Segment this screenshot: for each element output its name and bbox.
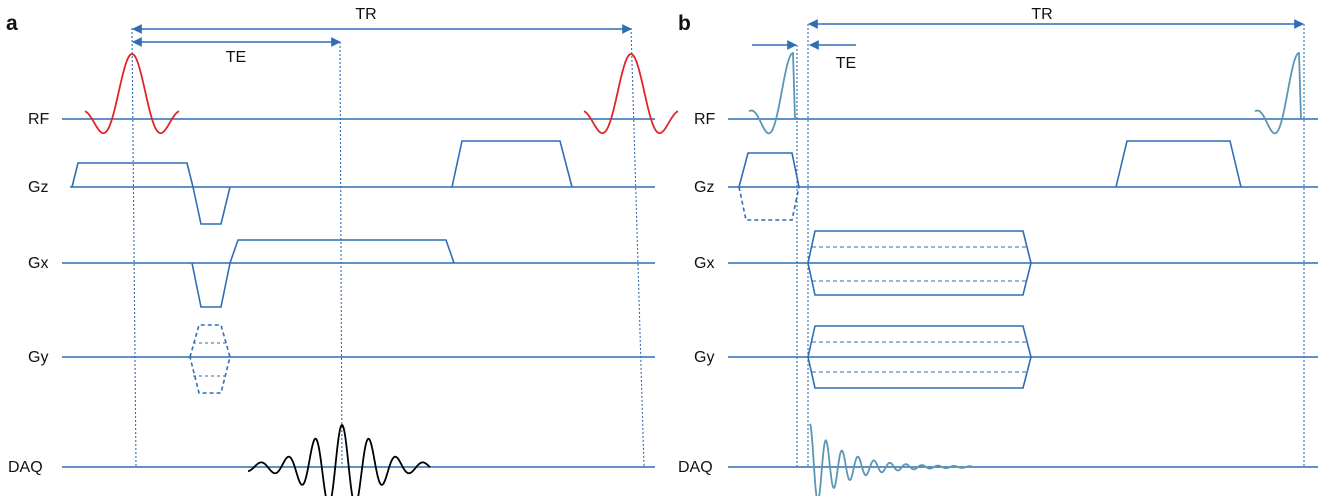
panel-a-rf-pulse-1: [84, 53, 180, 135]
panel-b-rf-pulse-1: [748, 51, 796, 135]
panel-a-gz-rephase-lobe: [192, 186, 231, 225]
panel-b-te-label: TE: [836, 55, 856, 72]
panel-b-tr-label: TR: [1031, 6, 1052, 23]
panel-a-label-daq: DAQ: [8, 459, 43, 476]
panel-a-gz-slice-select: [71, 162, 194, 188]
panel-a-gx-readout: [229, 239, 455, 264]
panel-a-rf2-center-line: [630, 27, 645, 468]
panel-a-gz-next-slice-select: [451, 140, 573, 188]
panel-a-daq-echo: [247, 424, 431, 501]
panel-a-gy-phase-table: [189, 324, 231, 394]
panel-b-daq-fid: [809, 423, 973, 501]
panel-b-label-gy: Gy: [694, 349, 714, 366]
panel-b-letter: b: [678, 12, 691, 35]
panel-a: a RF Gz Gx Gy DAQ TR TE: [6, 6, 679, 501]
panel-b-label-rf: RF: [694, 111, 716, 128]
panel-a-rf1-center-line: [131, 27, 137, 468]
panel-a-rf-pulse-2: [583, 53, 679, 135]
panel-a-gx-prephase-lobe: [191, 262, 231, 308]
panel-b-gz-next-slice-select: [1115, 140, 1242, 188]
panel-a-label-rf: RF: [28, 111, 50, 128]
panel-b-label-gz: Gz: [694, 179, 714, 196]
panel-a-tr-label: TR: [355, 6, 376, 23]
panel-a-label-gz: Gz: [28, 179, 48, 196]
panel-b-gz-slice-select: [738, 152, 800, 188]
panel-b-label-gx: Gx: [694, 255, 714, 272]
panel-a-echo-center-line: [339, 41, 343, 468]
panel-a-letter: a: [6, 12, 18, 35]
panel-b-gz-dual-lobe: [738, 186, 800, 221]
panel-a-te-label: TE: [226, 49, 246, 66]
panel-b: b RF Gz Gx Gy DAQ TR TE: [678, 6, 1318, 501]
panel-a-label-gx: Gx: [28, 255, 48, 272]
panel-b-label-daq: DAQ: [678, 459, 713, 476]
panel-b-rf-pulse-2: [1254, 51, 1302, 135]
panel-a-label-gy: Gy: [28, 349, 48, 366]
